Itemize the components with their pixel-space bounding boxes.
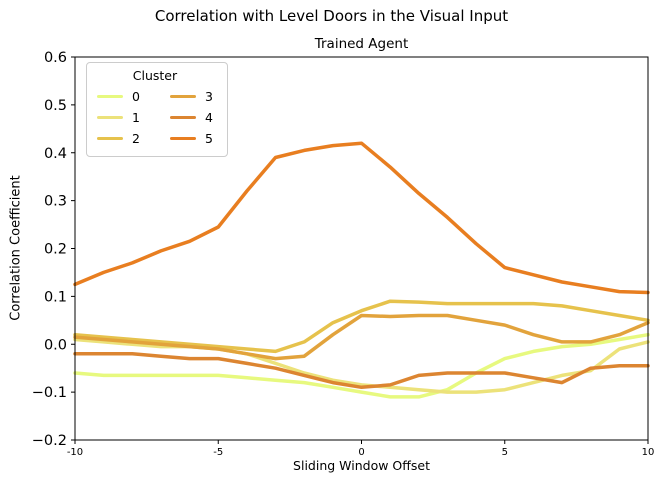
legend-title: Cluster bbox=[132, 68, 178, 83]
y-tick-label: 0.4 bbox=[44, 146, 67, 162]
y-tick-label: 0.3 bbox=[44, 194, 67, 210]
axes-title: Trained Agent bbox=[314, 36, 409, 52]
y-tick-label: 0.5 bbox=[44, 98, 67, 114]
legend-swatch-4 bbox=[169, 115, 196, 120]
x-tick-label: 10 bbox=[642, 447, 655, 458]
x-tick-label: -5 bbox=[213, 447, 223, 458]
series-line-2 bbox=[73, 299, 650, 354]
series-line-4 bbox=[73, 352, 650, 390]
series-line-3 bbox=[73, 313, 650, 361]
legend-entry-2: 2 bbox=[97, 131, 140, 146]
y-tick-label: 0.0 bbox=[44, 337, 67, 353]
legend-label: 0 bbox=[132, 89, 140, 104]
series-line-5 bbox=[73, 141, 650, 295]
x-tick-label: 0 bbox=[358, 447, 364, 458]
x-tick-label: -10 bbox=[67, 447, 83, 458]
legend-label: 3 bbox=[204, 89, 213, 104]
legend-entries: 0 1 2 3 4 5 bbox=[97, 86, 213, 149]
legend-swatch-2 bbox=[97, 136, 123, 141]
legend-swatch-0 bbox=[97, 94, 123, 99]
y-tick-label: 0.6 bbox=[44, 50, 67, 66]
y-tick-label: −0.1 bbox=[32, 385, 67, 401]
legend-swatch-3 bbox=[169, 94, 196, 99]
legend-swatch-1 bbox=[97, 115, 123, 120]
legend-entry-5: 5 bbox=[169, 131, 213, 146]
legend-entry-1: 1 bbox=[97, 110, 140, 125]
legend-entry-4: 4 bbox=[169, 110, 213, 125]
legend-label: 1 bbox=[132, 110, 140, 125]
legend-label: 2 bbox=[132, 131, 140, 146]
figure-title: Correlation with Level Doors in the Visu… bbox=[154, 7, 509, 25]
series-line-0 bbox=[73, 332, 650, 399]
y-tick-label: −0.2 bbox=[32, 433, 67, 449]
legend-entry-3: 3 bbox=[169, 89, 213, 104]
y-tick-label: 0.2 bbox=[44, 242, 67, 258]
legend-label: 5 bbox=[204, 131, 213, 146]
y-tick-label: 0.1 bbox=[44, 289, 67, 305]
legend-swatch-5 bbox=[169, 136, 196, 141]
x-tick-label: 5 bbox=[502, 447, 508, 458]
x-axis-label: Sliding Window Offset bbox=[293, 458, 430, 473]
legend-label: 4 bbox=[204, 110, 213, 125]
legend-entry-0: 0 bbox=[97, 89, 140, 104]
legend: Cluster 0 1 2 3 4 5 bbox=[86, 62, 228, 157]
